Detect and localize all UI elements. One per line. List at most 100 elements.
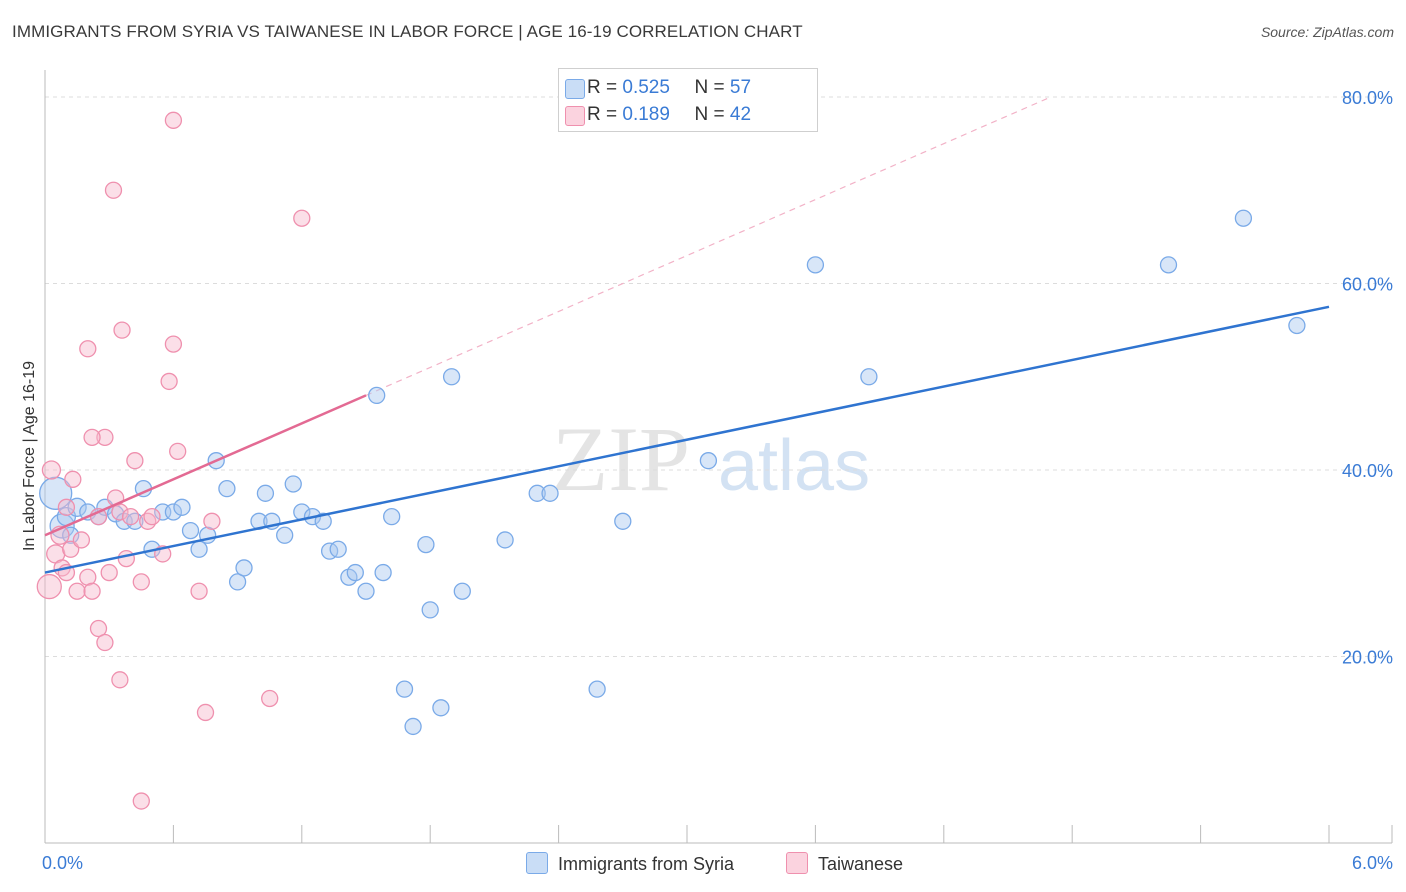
point-syria — [528, 484, 546, 502]
point-syria — [860, 368, 878, 386]
point-syria — [1288, 316, 1306, 335]
legend-n-label: N = — [694, 77, 725, 98]
bottom-legend-taiwanese: Taiwanese — [786, 852, 903, 875]
point-taiwanese — [126, 452, 144, 470]
legend-r-label: R = — [587, 104, 618, 125]
point-syria — [588, 680, 606, 698]
legend: R = 0.525 N = 57 R = 0.189 N = 42 — [558, 68, 818, 132]
bottom-legend-syria: Immigrants from Syria — [526, 852, 734, 875]
point-syria — [699, 452, 718, 470]
y-axis-label: In Labor Force | Age 16-19 — [21, 361, 38, 551]
legend-r-label: R = — [587, 77, 618, 98]
y-tick-label: 20.0% — [1342, 648, 1393, 668]
point-syria — [164, 503, 183, 521]
legend-r-value-syria: 0.525 — [622, 77, 670, 98]
point-syria — [442, 368, 461, 386]
point-taiwanese — [104, 181, 123, 199]
legend-row-syria: R = 0.525 N = 57 — [565, 77, 752, 99]
point-taiwanese — [113, 321, 131, 339]
point-taiwanese — [160, 372, 178, 391]
point-taiwanese — [41, 460, 62, 480]
point-taiwanese — [96, 428, 114, 447]
point-taiwanese — [64, 470, 82, 488]
y-tick-label: 60.0% — [1342, 275, 1393, 295]
watermark-atlas: atlas — [718, 426, 870, 506]
point-syria — [404, 717, 422, 736]
point-syria — [383, 507, 401, 526]
point-syria — [284, 475, 302, 493]
y-tick-label: 40.0% — [1342, 461, 1393, 481]
legend-n-value-taiwanese: 42 — [729, 104, 752, 125]
point-syria — [357, 582, 375, 600]
point-syria — [346, 563, 364, 582]
point-taiwanese — [143, 507, 161, 526]
trend-line-syria — [44, 305, 1330, 574]
point-taiwanese — [196, 703, 215, 722]
chart-title: IMMIGRANTS FROM SYRIA VS TAIWANESE IN LA… — [12, 22, 803, 41]
point-taiwanese — [96, 633, 114, 652]
point-taiwanese — [117, 549, 135, 568]
point-taiwanese — [164, 111, 183, 129]
y-tick-label: 80.0% — [1342, 88, 1393, 108]
legend-n-value-syria: 57 — [729, 77, 752, 98]
trend-extension-taiwanese — [365, 96, 1052, 396]
point-syria — [368, 386, 386, 405]
legend-swatch-syria — [565, 79, 585, 99]
point-syria — [181, 521, 200, 540]
bottom-legend-swatch-syria — [526, 852, 548, 874]
point-taiwanese — [83, 428, 101, 447]
point-syria — [432, 699, 450, 717]
point-taiwanese — [72, 531, 91, 549]
point-syria — [541, 484, 559, 502]
bottom-legend-swatch-taiwanese — [786, 852, 808, 874]
point-syria — [421, 601, 439, 619]
point-taiwanese — [36, 573, 62, 600]
legend-n-label: N = — [694, 104, 725, 125]
point-syria — [314, 512, 332, 530]
bottom-legend-label-taiwanese: Taiwanese — [818, 854, 904, 874]
watermark-zip: ZIP — [552, 408, 690, 510]
point-taiwanese — [89, 619, 108, 638]
point-syria — [395, 680, 414, 698]
point-taiwanese — [57, 498, 76, 516]
point-syria — [256, 484, 275, 502]
point-syria — [173, 498, 191, 516]
x-tick-label: 0.0% — [42, 853, 83, 873]
point-syria — [614, 512, 632, 530]
point-taiwanese — [68, 582, 86, 600]
point-taiwanese — [261, 689, 279, 708]
source-label: Source: ZipAtlas.com — [1260, 24, 1394, 40]
point-taiwanese — [203, 512, 221, 530]
point-syria — [453, 582, 471, 600]
legend-swatch-taiwanese — [565, 106, 585, 126]
bottom-legend-label-syria: Immigrants from Syria — [558, 854, 735, 874]
point-syria — [374, 563, 392, 582]
legend-r-value-taiwanese: 0.189 — [622, 104, 670, 125]
legend-row-taiwanese: R = 0.189 N = 42 — [565, 104, 752, 126]
watermark: ZIP atlas — [552, 408, 870, 510]
point-taiwanese — [79, 340, 97, 358]
point-syria — [228, 573, 247, 591]
point-taiwanese — [293, 209, 311, 227]
point-taiwanese — [100, 563, 118, 582]
trend-line-taiwanese — [44, 394, 367, 537]
point-syria — [235, 559, 253, 577]
point-taiwanese — [132, 792, 150, 810]
point-syria — [806, 256, 825, 274]
point-syria — [1234, 209, 1253, 227]
point-syria — [190, 540, 208, 558]
point-syria — [329, 540, 347, 558]
point-syria — [496, 531, 514, 549]
point-taiwanese — [169, 442, 187, 461]
point-taiwanese — [83, 582, 101, 600]
point-syria — [276, 526, 294, 544]
point-syria — [62, 526, 80, 544]
point-taiwanese — [121, 507, 140, 526]
point-taiwanese — [111, 671, 129, 689]
point-taiwanese — [132, 573, 150, 591]
point-syria — [417, 535, 435, 554]
x-tick-label: 6.0% — [1352, 853, 1393, 873]
point-syria — [218, 479, 236, 498]
point-syria — [1159, 256, 1178, 274]
